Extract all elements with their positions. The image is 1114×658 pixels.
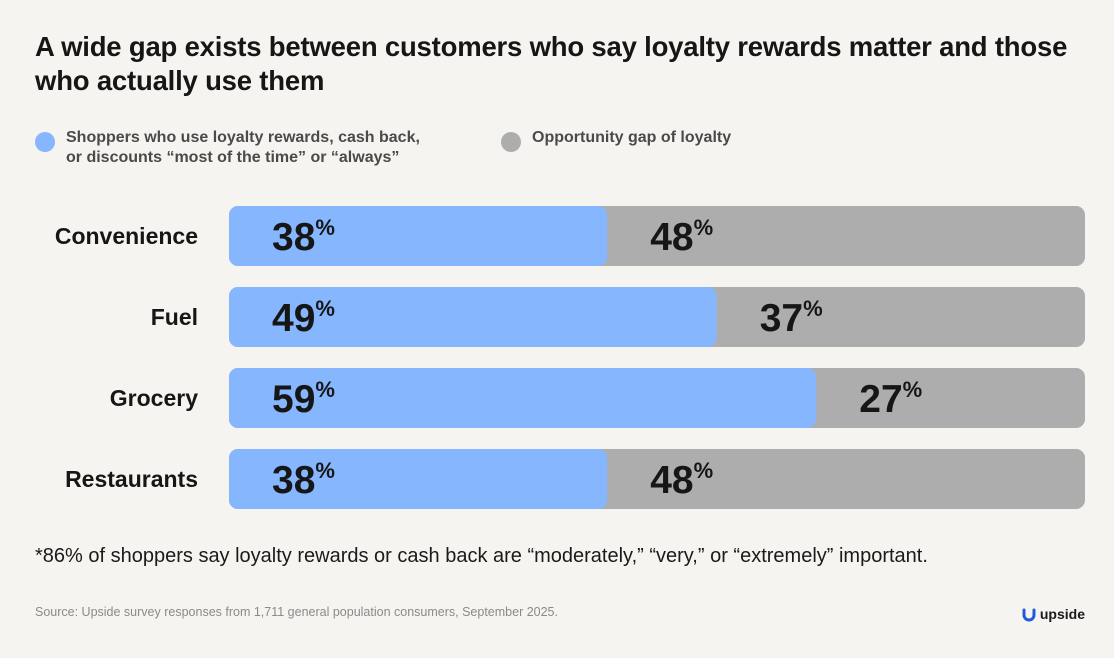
category-label-restaurants: Restaurants <box>65 466 198 492</box>
source-note: Source: Upside survey responses from 1,7… <box>35 605 558 619</box>
chart-title: A wide gap exists between customers who … <box>35 31 1068 96</box>
legend-label-users-line2: or discounts “most of the time” or “alwa… <box>66 149 400 166</box>
bar-users-restaurants <box>229 449 608 509</box>
legend-label-users-line1: Shoppers who use loyalty rewards, cash b… <box>66 129 420 146</box>
bar-users-fuel <box>229 287 717 347</box>
upside-logo: upside <box>1022 606 1085 622</box>
bar-users-grocery <box>229 368 817 428</box>
legend-label-gap: Opportunity gap of loyalty <box>532 129 732 146</box>
legend-item-gap: Opportunity gap of loyalty <box>501 128 731 152</box>
legend-swatch-blue <box>35 132 55 152</box>
category-label-grocery: Grocery <box>110 385 198 411</box>
value-label-users-restaurants: 38% <box>272 458 335 502</box>
legend-item-users: Shoppers who use loyalty rewards, cash b… <box>35 128 420 168</box>
category-label-convenience: Convenience <box>55 223 198 249</box>
upside-logo-icon <box>1022 608 1036 621</box>
legend-swatch-gray <box>501 132 521 152</box>
logo-text: upside <box>1039 606 1085 622</box>
footnote: *86% of shoppers say loyalty rewards or … <box>35 545 928 567</box>
bar-users-convenience <box>229 206 608 266</box>
category-label-fuel: Fuel <box>151 304 198 330</box>
